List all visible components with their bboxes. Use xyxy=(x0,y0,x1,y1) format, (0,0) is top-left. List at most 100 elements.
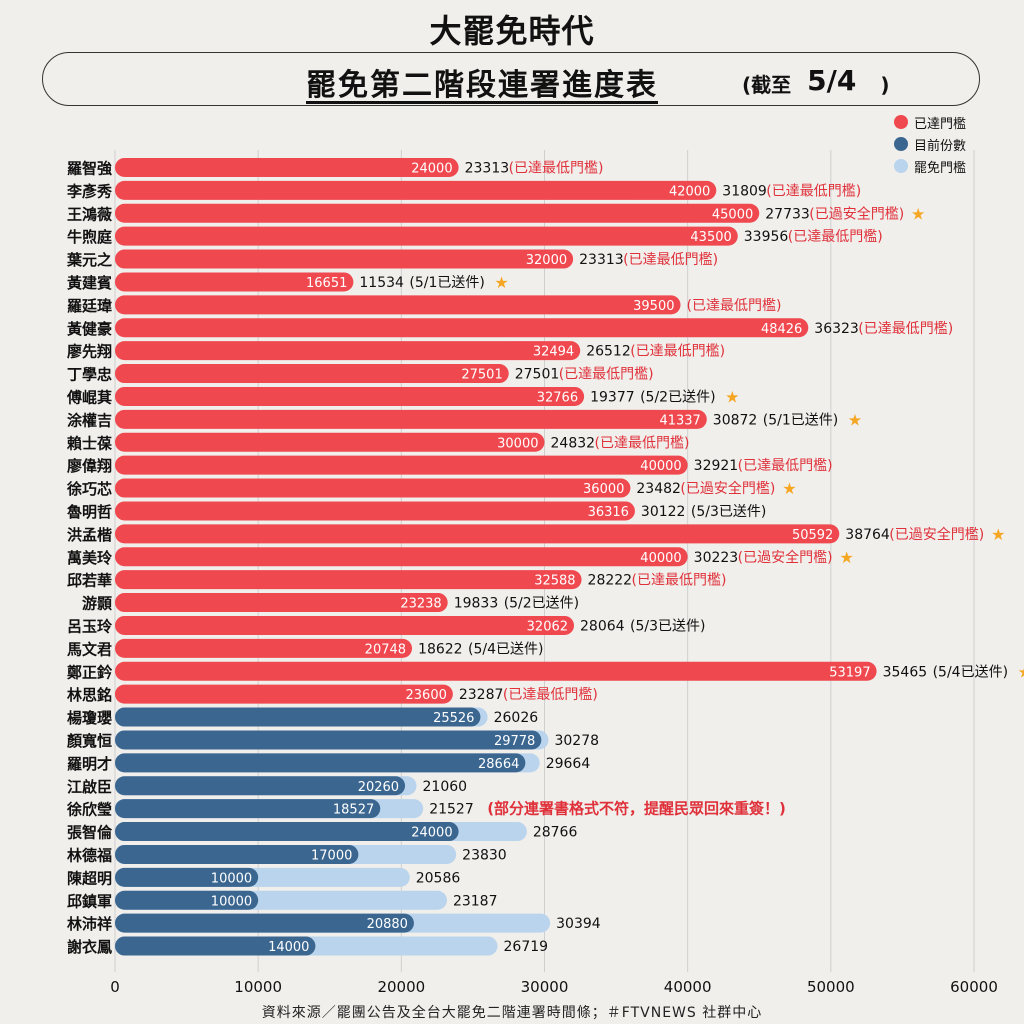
bar-value-label: 40000 xyxy=(640,551,681,566)
row-value-text: 26026 xyxy=(494,710,539,726)
row-note: (已過安全門檻) xyxy=(809,205,904,222)
reached-bar xyxy=(115,226,738,246)
x-tick-label: 50000 xyxy=(807,978,855,996)
row-value-text: 24832 xyxy=(551,435,596,451)
current-bar xyxy=(115,936,316,956)
date-prefix: (截至 xyxy=(742,73,792,97)
row-value-text: 19377 xyxy=(590,389,635,405)
bar-value-label: 30000 xyxy=(497,436,538,451)
bar-value-label: 25526 xyxy=(433,711,474,726)
x-tick-label: 0 xyxy=(110,978,120,996)
row-name: 羅明才 xyxy=(67,755,112,773)
current-bar xyxy=(115,913,414,933)
row-name: 馬文君 xyxy=(67,640,112,658)
row-note: (5/4已送件) xyxy=(468,641,543,657)
row-value-text: 11534 xyxy=(359,275,404,291)
row-value-text: 23482 xyxy=(636,481,681,497)
row-name: 鄭正鈐 xyxy=(67,663,113,681)
row-value-text: 28064 xyxy=(580,618,625,634)
bar-value-label: 16651 xyxy=(306,276,347,291)
row-name: 黃建賓 xyxy=(67,274,112,292)
row-name: 涂權吉 xyxy=(67,411,112,429)
bar-value-label: 28664 xyxy=(478,757,519,772)
row-name: 謝衣鳳 xyxy=(67,938,112,956)
row-name: 徐巧芯 xyxy=(66,480,112,498)
row-value-text: 26719 xyxy=(504,939,549,955)
row-note: (已達最低門檻) xyxy=(503,686,598,703)
row-value-text: 33956 xyxy=(744,229,789,245)
source-footer: 資料來源／罷團公告及全台大罷免二階連署時間條；＃FTVNEWS 社群中心 xyxy=(261,1005,763,1021)
x-tick-label: 40000 xyxy=(664,978,712,996)
current-bar xyxy=(115,707,481,727)
star-icon: ★ xyxy=(991,525,1005,544)
row-note: (已過安全門檻) xyxy=(889,526,984,543)
current-bar xyxy=(115,822,459,842)
row-value-text: 30122 xyxy=(641,504,686,520)
row-value-text: 27733 xyxy=(765,206,810,222)
legend-label-reached: 已達門檻 xyxy=(914,116,967,132)
row-note: (5/4已送件) xyxy=(933,664,1008,680)
reached-bar xyxy=(115,272,354,292)
x-tick-label: 10000 xyxy=(234,978,282,996)
row-note: (已過安全門檻) xyxy=(738,549,833,566)
row-note: (已達最低門檻) xyxy=(738,457,833,474)
row-value-text: 21060 xyxy=(423,779,468,795)
row-note: (5/2已送件) xyxy=(640,389,715,405)
row-name: 廖先翔 xyxy=(67,343,112,361)
row-value-text: 19833 xyxy=(454,596,499,612)
row-name: 陳超明 xyxy=(67,869,112,887)
chart-legend: 已達門檻 目前份數 罷免門檻 xyxy=(894,112,1014,178)
reached-bar xyxy=(115,524,840,544)
bar-value-label: 32000 xyxy=(526,253,567,268)
bar-value-label: 18527 xyxy=(333,803,374,818)
reached-bar xyxy=(115,180,717,200)
row-name: 黃健豪 xyxy=(67,320,112,338)
legend-item-reached: 已達門檻 xyxy=(894,112,1014,132)
star-icon: ★ xyxy=(848,410,862,429)
bar-value-label: 10000 xyxy=(211,871,252,886)
row-name: 丁學忠 xyxy=(67,366,112,384)
row-note: (已達最低門檻) xyxy=(858,320,953,337)
row-value-text: 28766 xyxy=(533,825,578,841)
reached-bar xyxy=(115,455,688,475)
x-tick-label: 30000 xyxy=(521,978,569,996)
x-tick-label: 60000 xyxy=(950,978,998,996)
reached-bar xyxy=(115,570,582,590)
bar-value-label: 40000 xyxy=(640,459,681,474)
star-icon: ★ xyxy=(725,387,739,406)
row-value-text: 26512 xyxy=(586,344,631,360)
row-name: 王鴻薇 xyxy=(67,205,112,223)
row-note: (已達最低門檻) xyxy=(632,572,727,589)
row-note: (已達最低門檻) xyxy=(623,251,718,268)
row-name: 洪孟楷 xyxy=(67,526,112,544)
current-bar xyxy=(115,776,406,796)
star-icon: ★ xyxy=(782,479,796,498)
bar-value-label: 23238 xyxy=(400,597,441,612)
bar-value-label: 17000 xyxy=(311,848,352,863)
row-value-text: 31809 xyxy=(722,183,767,199)
title-frame xyxy=(42,52,980,106)
row-note: (已達最低門檻) xyxy=(509,159,604,176)
reached-bar xyxy=(115,661,877,681)
row-value-text: 30394 xyxy=(556,916,601,932)
row-name: 江啟臣 xyxy=(67,778,112,796)
legend-label-current: 目前份數 xyxy=(914,138,967,154)
row-name: 萬美玲 xyxy=(67,549,113,567)
star-icon: ★ xyxy=(494,273,508,292)
row-value-text: 23287 xyxy=(459,687,504,703)
row-name: 林思銘 xyxy=(67,686,112,704)
row-note: (5/1已送件) xyxy=(409,275,484,291)
row-value-text: 23313 xyxy=(465,160,510,176)
bar-value-label: 42000 xyxy=(669,184,710,199)
reached-bar xyxy=(115,157,459,177)
row-name: 魯明哲 xyxy=(66,503,112,521)
current-bar xyxy=(115,867,259,887)
bar-value-label: 23600 xyxy=(406,688,447,703)
brand-logo: 大罷免時代 xyxy=(429,12,595,50)
row-value-text: 35465 xyxy=(883,664,928,680)
row-name: 廖偉翔 xyxy=(67,457,112,475)
row-name: 葉元之 xyxy=(66,251,112,269)
reached-bar xyxy=(115,409,707,429)
bar-value-label: 24000 xyxy=(411,826,452,841)
bar-value-label: 24000 xyxy=(411,161,452,176)
